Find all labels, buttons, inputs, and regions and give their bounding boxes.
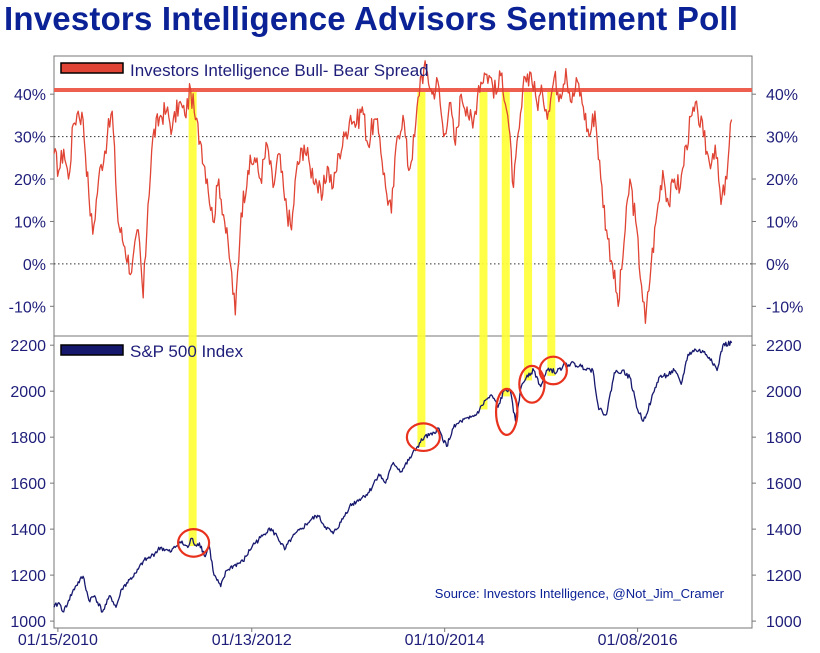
highlight-bar	[501, 89, 510, 397]
y-tick-label-right: 20%	[766, 172, 798, 189]
y-tick-label-right: -10%	[766, 299, 803, 316]
highlight-bar	[547, 89, 556, 376]
x-tick-label: 01/08/2016	[598, 632, 678, 649]
y-tick-label-left: 20%	[14, 172, 46, 189]
chart-title: Investors Intelligence Advisors Sentimen…	[4, 0, 739, 37]
y-tick-label-left: 1200	[10, 568, 46, 585]
legend-spread-label: Investors Intelligence Bull- Bear Spread	[130, 61, 429, 80]
highlight-bar	[524, 89, 533, 381]
spread-series-line	[53, 60, 733, 324]
highlight-circle	[518, 364, 546, 404]
series-lines	[53, 60, 733, 613]
y-tick-label-right: 2200	[766, 338, 802, 355]
legend-spread-swatch	[60, 62, 124, 74]
plot-border	[53, 55, 753, 629]
highlight-circle	[405, 422, 441, 453]
y-tick-label-right: 30%	[766, 130, 798, 147]
y-tick-label-right: 1000	[766, 614, 802, 631]
highlight-bar	[417, 89, 426, 448]
highlight-circle	[176, 528, 211, 558]
y-tick-label-left: 1400	[10, 522, 46, 539]
y-tick-label-right: 40%	[766, 87, 798, 104]
highlight-bars	[188, 89, 556, 547]
legend-spread: Investors Intelligence Bull- Bear Spread	[60, 61, 429, 80]
sp500-series-line	[53, 340, 733, 613]
legend-sp500-label: S&P 500 Index	[130, 342, 244, 361]
y-tick-label-left: -10%	[9, 299, 46, 316]
circle-annotations	[176, 355, 568, 558]
y-tick-label-left: 0%	[23, 257, 46, 274]
y-tick-label-left: 1000	[10, 614, 46, 631]
gridlines	[54, 136, 752, 265]
axis-ticks: 40% 40% 30% 30% 20% 20% 10% 10% 0% 0% -10% -10% 2200…	[9, 87, 804, 649]
highlight-bar	[188, 89, 197, 547]
source-note: Source: Investors Intelligence, @Not_Jim…	[435, 586, 725, 601]
legend-sp500-swatch	[60, 344, 124, 356]
y-tick-label-right: 10%	[766, 214, 798, 231]
highlight-circle	[538, 355, 568, 386]
x-tick-label: 01/10/2014	[405, 632, 485, 649]
y-tick-label-right: 1800	[766, 430, 802, 447]
y-tick-label-left: 30%	[14, 130, 46, 147]
y-tick-label-right: 1400	[766, 522, 802, 539]
y-tick-label-left: 1600	[10, 476, 46, 493]
y-tick-label-left: 10%	[14, 214, 46, 231]
y-tick-label-right: 1200	[766, 568, 802, 585]
x-tick-label: 01/15/2010	[18, 632, 98, 649]
highlight-bar	[479, 89, 488, 410]
x-tick-label: 01/13/2012	[212, 632, 292, 649]
highlight-circle	[494, 387, 519, 436]
y-tick-label-right: 1600	[766, 476, 802, 493]
y-tick-label-left: 1800	[10, 430, 46, 447]
y-tick-label-right: 2000	[766, 384, 802, 401]
y-tick-label-left: 40%	[14, 87, 46, 104]
y-tick-label-left: 2000	[10, 384, 46, 401]
y-tick-label-left: 2200	[10, 338, 46, 355]
y-tick-label-right: 0%	[766, 257, 789, 274]
chart-frame	[53, 55, 753, 629]
legend-sp500: S&P 500 Index	[60, 342, 244, 361]
